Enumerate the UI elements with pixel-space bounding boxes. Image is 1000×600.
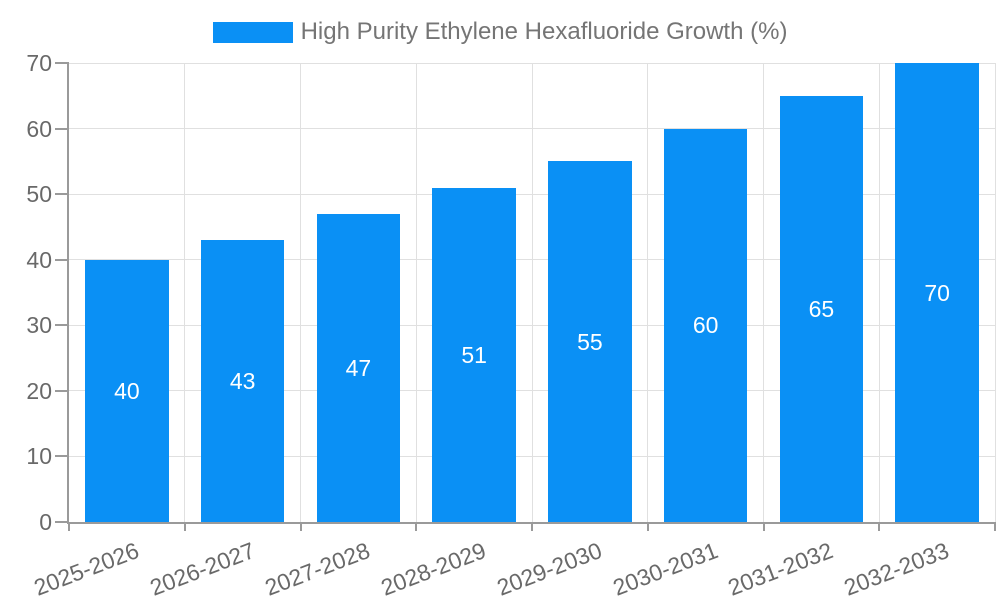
y-axis-tick-label: 70 <box>26 50 52 76</box>
bar-value-label: 70 <box>924 279 950 306</box>
bar-2028-2029[interactable] <box>432 187 516 522</box>
y-axis-tick-label: 20 <box>26 377 52 404</box>
x-tick <box>646 522 649 531</box>
x-gridline <box>994 63 996 522</box>
y-axis-tick-label: 50 <box>26 181 52 208</box>
y-axis-tick-label: 0 <box>39 509 52 535</box>
x-gridline <box>647 63 649 522</box>
y-tick <box>55 258 69 261</box>
y-tick <box>55 389 69 392</box>
legend-color-swatch <box>212 21 293 43</box>
x-tick <box>878 522 881 531</box>
x-gridline <box>184 63 186 522</box>
x-tick <box>531 522 533 531</box>
bar-value-label: 51 <box>461 341 487 368</box>
bar-value-label: 60 <box>692 312 719 339</box>
bar-2025-2026[interactable] <box>85 259 169 522</box>
x-gridline <box>415 63 417 522</box>
y-tick <box>55 521 69 523</box>
y-axis-tick-label: 60 <box>26 115 52 142</box>
x-axis-line <box>67 522 995 524</box>
y-tick <box>55 455 69 458</box>
bar-value-label: 47 <box>345 354 372 381</box>
x-tick <box>994 522 996 531</box>
x-tick <box>762 522 765 531</box>
x-tick <box>68 522 70 531</box>
bar-value-label: 43 <box>229 368 256 395</box>
y-tick <box>55 324 69 327</box>
x-tick <box>415 522 418 531</box>
bar-2026-2027[interactable] <box>200 240 285 522</box>
bar-2031-2032[interactable] <box>779 95 864 522</box>
y-axis-tick-label: 30 <box>26 312 52 339</box>
legend-label: High Purity Ethylene Hexafluoride Growth… <box>300 18 788 45</box>
y-axis-tick-label: 10 <box>26 443 52 470</box>
bar-value-label: 40 <box>114 377 140 404</box>
y-tick <box>55 193 69 196</box>
y-tick <box>55 127 69 130</box>
y-tick <box>55 62 69 64</box>
x-gridline <box>300 63 301 522</box>
y-axis-line <box>67 63 69 524</box>
chart-legend: High Purity Ethylene Hexafluoride Growth… <box>0 18 1000 46</box>
x-tick <box>183 522 186 531</box>
bar-value-label: 65 <box>808 295 835 322</box>
bar-2027-2028[interactable] <box>316 213 401 522</box>
bar-2030-2031[interactable] <box>663 128 748 522</box>
bar-value-label: 55 <box>577 328 603 355</box>
x-gridline <box>531 63 533 522</box>
x-gridline <box>878 63 880 522</box>
bar-2029-2030[interactable] <box>548 161 632 522</box>
bar-2032-2033[interactable] <box>895 63 979 522</box>
y-axis-tick-label: 40 <box>26 246 52 273</box>
x-gridline <box>763 63 764 522</box>
x-tick <box>299 522 302 531</box>
